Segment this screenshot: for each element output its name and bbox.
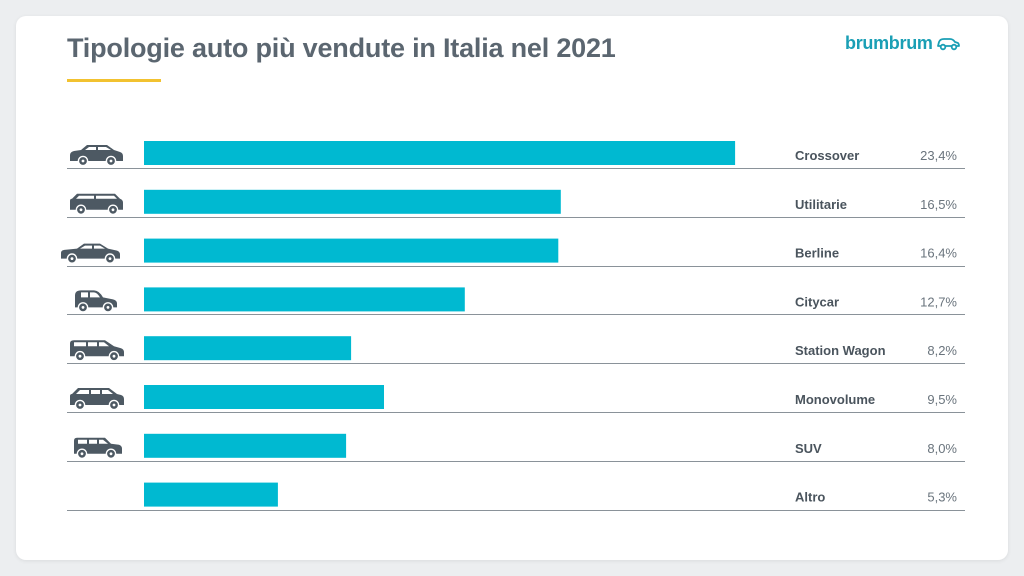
minivan-icon <box>70 388 124 411</box>
hatchback-icon <box>70 193 123 216</box>
bar-utilitarie <box>144 189 561 214</box>
value-label: 9,5% <box>927 392 957 407</box>
value-label: 16,5% <box>920 197 957 212</box>
bar-monovolume <box>144 385 384 409</box>
crossover-icon <box>70 145 123 167</box>
brand-name: brumbrum <box>845 32 933 53</box>
category-label: Citycar <box>795 294 839 309</box>
category-label: Monovolume <box>795 392 875 407</box>
bar-berline <box>144 238 559 263</box>
value-label: 12,7% <box>920 294 957 309</box>
bar-suv <box>144 433 347 458</box>
sedan-icon <box>61 243 120 264</box>
value-label: 16,4% <box>920 246 957 261</box>
chart-title: Tipologie auto più vendute in Italia nel… <box>67 33 616 63</box>
citycar-icon <box>75 290 117 313</box>
value-label: 8,0% <box>927 441 957 456</box>
value-label: 8,2% <box>927 343 957 358</box>
category-label: Berline <box>795 246 839 261</box>
bar-crossover <box>144 141 736 165</box>
value-label: 23,4% <box>920 148 957 163</box>
bar-station-wagon <box>144 336 352 361</box>
car-logo-icon <box>936 35 960 51</box>
category-label: Crossover <box>795 148 859 163</box>
brand-logo: brumbrum <box>845 31 960 55</box>
value-label: 5,3% <box>927 490 957 505</box>
category-label: Station Wagon <box>795 343 886 358</box>
category-label: SUV <box>795 441 822 456</box>
suv-icon <box>74 437 122 460</box>
bar-altro <box>144 482 278 507</box>
category-label: Utilitarie <box>795 197 847 212</box>
category-label: Altro <box>795 490 825 505</box>
bar-citycar <box>144 287 465 312</box>
station-wagon-icon <box>70 340 124 362</box>
title-underline <box>67 79 161 82</box>
